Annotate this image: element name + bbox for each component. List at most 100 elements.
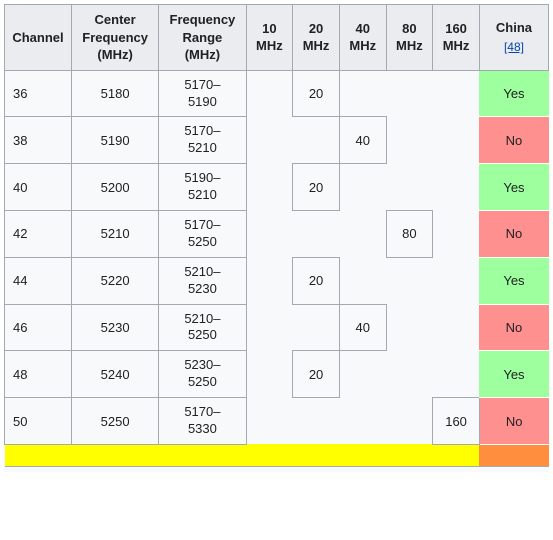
cell-10mhz bbox=[246, 164, 293, 211]
cell-40mhz: 40 bbox=[339, 117, 386, 164]
cell-frequency-range: 5170–5190 bbox=[159, 70, 246, 117]
cutoff-row bbox=[5, 466, 549, 472]
table-row: 5052505170–5330 160No bbox=[5, 398, 549, 445]
cell-20mhz bbox=[293, 210, 340, 257]
cell-40mhz bbox=[339, 164, 386, 211]
cell-160mhz: 160 bbox=[433, 398, 480, 445]
cell-channel: 44 bbox=[5, 257, 72, 304]
cell-channel: 48 bbox=[5, 351, 72, 398]
cell-frequency-range: 5210–5250 bbox=[159, 304, 246, 351]
highlight-cell bbox=[5, 444, 72, 466]
cell-80mhz bbox=[386, 70, 433, 117]
cell-160mhz bbox=[433, 70, 480, 117]
table-row: 4852405230–5250 20 Yes bbox=[5, 351, 549, 398]
cell-80mhz bbox=[386, 351, 433, 398]
cell-80mhz bbox=[386, 117, 433, 164]
cell-20mhz: 20 bbox=[293, 70, 340, 117]
cell-40mhz bbox=[339, 398, 386, 445]
highlight-cell bbox=[293, 444, 340, 466]
cell-frequency-range: 5170–5330 bbox=[159, 398, 246, 445]
cell-china: Yes bbox=[479, 351, 548, 398]
table-row: 4452205210–523020Yes bbox=[5, 257, 549, 304]
table-body: 3651805170–519020Yes3851905170–521040No4… bbox=[5, 70, 549, 472]
cell-center-frequency: 5210 bbox=[71, 210, 158, 257]
col-160mhz: 160MHz bbox=[433, 5, 480, 71]
cell-center-frequency: 5200 bbox=[71, 164, 158, 211]
cell-80mhz bbox=[386, 164, 433, 211]
cell-center-frequency: 5190 bbox=[71, 117, 158, 164]
cell-20mhz bbox=[293, 304, 340, 351]
cell-frequency-range: 5170–5210 bbox=[159, 117, 246, 164]
cell-10mhz bbox=[246, 398, 293, 445]
cell-center-frequency: 5250 bbox=[71, 398, 158, 445]
cell-40mhz: 40 bbox=[339, 304, 386, 351]
cell-40mhz bbox=[339, 70, 386, 117]
cell-160mhz bbox=[433, 351, 480, 398]
col-40mhz: 40MHz bbox=[339, 5, 386, 71]
cell-china: No bbox=[479, 398, 548, 445]
cell-china: Yes bbox=[479, 70, 548, 117]
col-10mhz: 10MHz bbox=[246, 5, 293, 71]
cell-20mhz bbox=[293, 398, 340, 445]
cell-center-frequency: 5220 bbox=[71, 257, 158, 304]
cell-channel: 42 bbox=[5, 210, 72, 257]
col-20mhz: 20MHz bbox=[293, 5, 340, 71]
cell-160mhz bbox=[433, 210, 480, 257]
cell-80mhz bbox=[386, 257, 433, 304]
highlight-cell bbox=[246, 444, 293, 466]
cell-center-frequency: 5240 bbox=[71, 351, 158, 398]
col-china: China [48] bbox=[479, 5, 548, 71]
cell-frequency-range: 5170–5250 bbox=[159, 210, 246, 257]
highlight-cell bbox=[339, 444, 386, 466]
cell-center-frequency: 5180 bbox=[71, 70, 158, 117]
cell-center-frequency: 5230 bbox=[71, 304, 158, 351]
cell-10mhz bbox=[246, 257, 293, 304]
china-ref-link[interactable]: [48] bbox=[504, 40, 524, 54]
cell-20mhz: 20 bbox=[293, 164, 340, 211]
cell-10mhz bbox=[246, 117, 293, 164]
table-row: 4052005190–5210 20 Yes bbox=[5, 164, 549, 211]
cell-channel: 38 bbox=[5, 117, 72, 164]
highlight-cell bbox=[159, 444, 246, 466]
cell-10mhz bbox=[246, 70, 293, 117]
cell-frequency-range: 5210–5230 bbox=[159, 257, 246, 304]
cell-channel: 40 bbox=[5, 164, 72, 211]
cell-80mhz bbox=[386, 304, 433, 351]
col-channel: Channel bbox=[5, 5, 72, 71]
table-row: 3851905170–521040No bbox=[5, 117, 549, 164]
cell-china: Yes bbox=[479, 164, 548, 211]
cell-channel: 36 bbox=[5, 70, 72, 117]
cell-80mhz bbox=[386, 398, 433, 445]
highlight-cell bbox=[386, 444, 433, 466]
table-row: 4252105170–5250 80 No bbox=[5, 210, 549, 257]
cell-frequency-range: 5230–5250 bbox=[159, 351, 246, 398]
cell-160mhz bbox=[433, 117, 480, 164]
table-header: Channel Center Frequency (MHz) Frequency… bbox=[5, 5, 549, 71]
col-center-frequency: Center Frequency (MHz) bbox=[71, 5, 158, 71]
cell-10mhz bbox=[246, 210, 293, 257]
cell-20mhz bbox=[293, 117, 340, 164]
cell-10mhz bbox=[246, 351, 293, 398]
cell-frequency-range: 5190–5210 bbox=[159, 164, 246, 211]
cell-china: No bbox=[479, 304, 548, 351]
col-80mhz: 80MHz bbox=[386, 5, 433, 71]
cell-40mhz bbox=[339, 351, 386, 398]
highlight-cell bbox=[433, 444, 480, 466]
cell-160mhz bbox=[433, 257, 480, 304]
cell-80mhz: 80 bbox=[386, 210, 433, 257]
col-frequency-range: Frequency Range (MHz) bbox=[159, 5, 246, 71]
table-row: 3651805170–5190 20 Yes bbox=[5, 70, 549, 117]
cell-channel: 46 bbox=[5, 304, 72, 351]
highlighted-row bbox=[5, 444, 549, 466]
cell-160mhz bbox=[433, 164, 480, 211]
cell-160mhz bbox=[433, 304, 480, 351]
table-row: 4652305210–5250 40 No bbox=[5, 304, 549, 351]
cell-china: Yes bbox=[479, 257, 548, 304]
wifi-channel-table: Channel Center Frequency (MHz) Frequency… bbox=[4, 4, 549, 472]
cell-40mhz bbox=[339, 210, 386, 257]
cell-40mhz bbox=[339, 257, 386, 304]
cell-channel: 50 bbox=[5, 398, 72, 445]
cell-20mhz: 20 bbox=[293, 351, 340, 398]
highlight-cell bbox=[71, 444, 158, 466]
cell-china: No bbox=[479, 210, 548, 257]
